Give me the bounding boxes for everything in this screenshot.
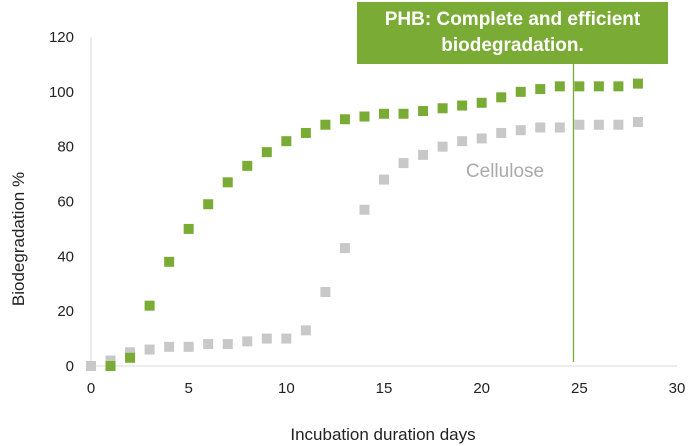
cellulose-point bbox=[379, 174, 389, 185]
phb-point bbox=[203, 199, 214, 210]
phb-point bbox=[320, 119, 331, 130]
y-tick-label: 100 bbox=[49, 84, 74, 101]
cellulose-point bbox=[183, 341, 194, 352]
phb-callout-box: PHB: Complete and efficient biodegradati… bbox=[357, 2, 668, 64]
phb-point bbox=[183, 223, 194, 234]
callout-line-2: biodegradation. bbox=[441, 35, 584, 56]
cellulose-point bbox=[86, 361, 96, 371]
phb-point bbox=[222, 177, 233, 188]
phb-point bbox=[593, 81, 604, 92]
axes: 0 20 40 60 80 100 120 0 5 10 15 20 25 30 bbox=[49, 29, 685, 397]
phb-point bbox=[554, 81, 565, 92]
phb-point bbox=[242, 160, 253, 171]
cellulose-point bbox=[300, 325, 311, 336]
x-tick-label: 10 bbox=[278, 380, 295, 397]
phb-point bbox=[261, 147, 272, 158]
callout-line-1: PHB: Complete and efficient bbox=[384, 9, 641, 30]
y-tick-label: 120 bbox=[49, 29, 74, 46]
cellulose-point bbox=[496, 127, 507, 138]
cellulose-point bbox=[339, 243, 350, 254]
cellulose-series-label: Cellulose bbox=[466, 161, 544, 182]
phb-point bbox=[105, 361, 116, 371]
phb-point bbox=[632, 78, 643, 89]
cellulose-point bbox=[261, 333, 272, 344]
cellulose-point bbox=[125, 347, 136, 358]
cellulose-point bbox=[554, 122, 565, 133]
cellulose-point bbox=[476, 133, 487, 144]
cellulose-point bbox=[574, 119, 585, 130]
phb-point bbox=[300, 127, 311, 138]
x-tick-label: 20 bbox=[473, 380, 490, 397]
cellulose-point bbox=[320, 286, 331, 297]
y-tick-label: 80 bbox=[57, 139, 74, 156]
cellulose-point bbox=[144, 344, 155, 355]
phb-point bbox=[398, 108, 409, 119]
phb-point bbox=[496, 92, 507, 103]
x-tick-label: 30 bbox=[669, 380, 686, 397]
cellulose-point bbox=[359, 204, 370, 215]
phb-point bbox=[339, 114, 350, 125]
phb-point bbox=[144, 300, 155, 311]
phb-point bbox=[457, 100, 468, 111]
x-tick-label: 15 bbox=[376, 380, 393, 397]
phb-point bbox=[515, 86, 526, 97]
x-axis-title: Incubation duration days bbox=[290, 425, 475, 444]
phb-point bbox=[359, 111, 370, 122]
phb-point bbox=[125, 352, 136, 363]
cellulose-point bbox=[242, 336, 253, 347]
y-tick-label: 0 bbox=[66, 358, 74, 375]
cellulose-point bbox=[613, 119, 624, 130]
x-tick-label: 5 bbox=[184, 380, 192, 397]
phb-point bbox=[535, 84, 546, 95]
cellulose-point bbox=[281, 333, 292, 344]
y-tick-label: 20 bbox=[57, 303, 74, 320]
cellulose-point bbox=[437, 141, 448, 152]
cellulose-point bbox=[105, 355, 116, 366]
cellulose-point bbox=[457, 136, 468, 147]
y-axis-title: Biodegradation % bbox=[9, 172, 28, 306]
cellulose-point bbox=[222, 339, 233, 350]
cellulose-point bbox=[398, 158, 409, 169]
cellulose-point bbox=[632, 116, 643, 127]
cellulose-point bbox=[593, 119, 604, 130]
phb-point bbox=[476, 97, 487, 108]
cellulose-point bbox=[535, 122, 546, 133]
cellulose-point bbox=[515, 125, 526, 136]
phb-point bbox=[379, 108, 389, 119]
phb-point bbox=[437, 103, 448, 114]
y-tick-label: 40 bbox=[57, 248, 74, 265]
phb-point bbox=[281, 136, 292, 147]
phb-point bbox=[418, 106, 429, 117]
x-tick-label: 25 bbox=[571, 380, 588, 397]
cellulose-point bbox=[164, 341, 175, 352]
phb-point bbox=[164, 256, 175, 267]
chart-marks bbox=[86, 4, 643, 371]
x-tick-label: 0 bbox=[87, 380, 95, 397]
cellulose-point bbox=[418, 149, 429, 160]
cellulose-point bbox=[203, 339, 214, 350]
phb-point bbox=[574, 81, 585, 92]
phb-point bbox=[613, 81, 624, 92]
y-tick-label: 60 bbox=[57, 194, 74, 211]
